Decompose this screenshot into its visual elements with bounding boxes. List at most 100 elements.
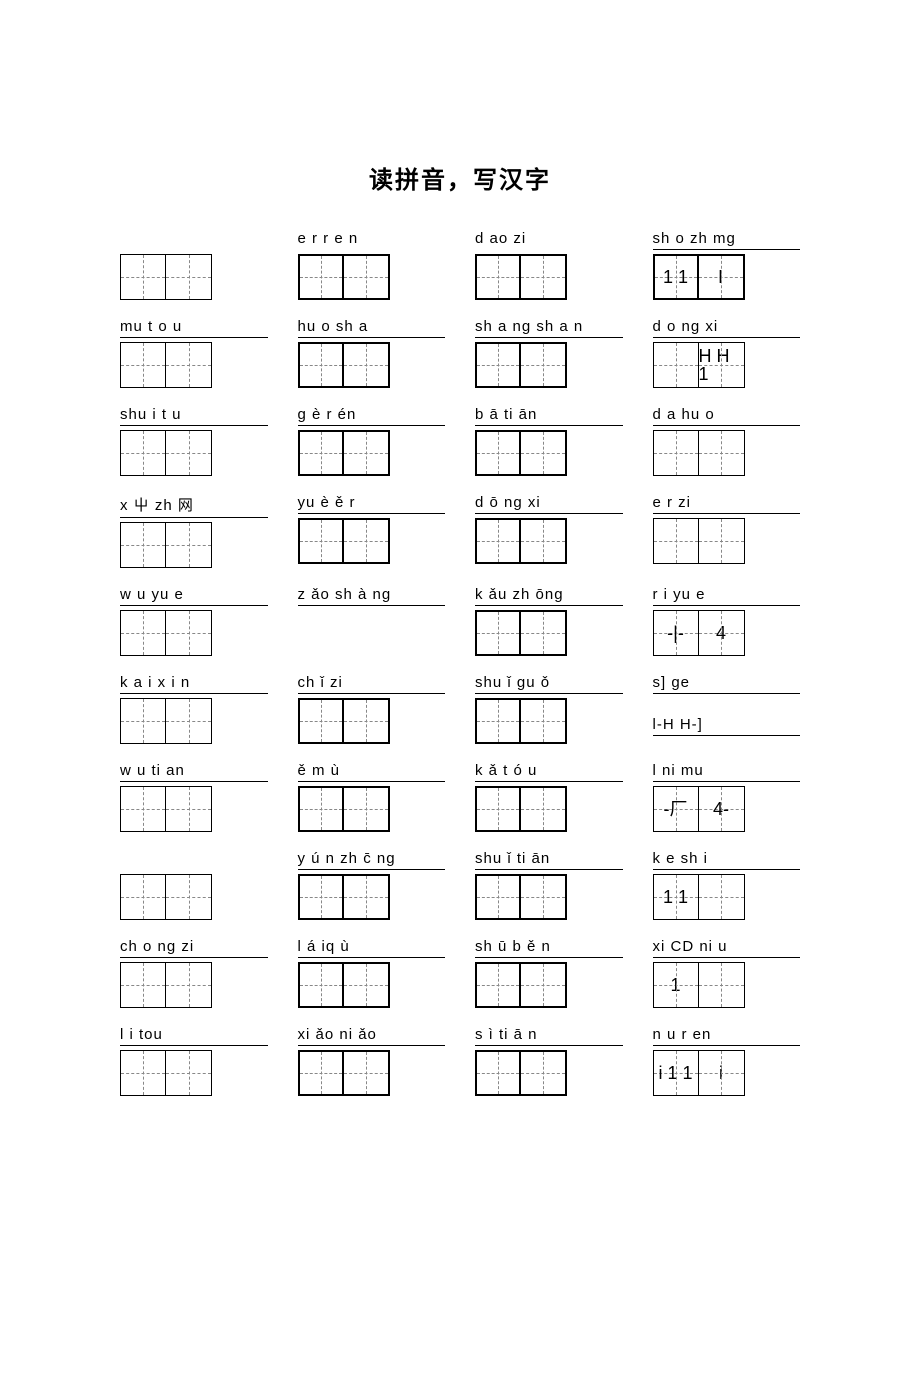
character-box[interactable]: i 1 1: [653, 1050, 699, 1096]
character-box[interactable]: -|-: [653, 610, 699, 656]
character-box[interactable]: -厂: [653, 786, 699, 832]
character-box[interactable]: [699, 430, 745, 476]
character-box[interactable]: [521, 518, 567, 564]
character-box[interactable]: [166, 430, 212, 476]
character-box[interactable]: i: [699, 1050, 745, 1096]
character-box[interactable]: [166, 522, 212, 568]
character-box[interactable]: [475, 698, 521, 744]
character-box[interactable]: [298, 874, 344, 920]
character-box[interactable]: 4-: [699, 786, 745, 832]
character-box[interactable]: [521, 874, 567, 920]
character-box[interactable]: [653, 342, 699, 388]
character-box[interactable]: [344, 698, 390, 744]
character-box[interactable]: [521, 254, 567, 300]
character-boxes: [298, 430, 390, 476]
character-box[interactable]: [521, 962, 567, 1008]
character-box[interactable]: [120, 874, 166, 920]
character-box[interactable]: [298, 518, 344, 564]
character-box[interactable]: [521, 430, 567, 476]
character-box[interactable]: [475, 518, 521, 564]
character-boxes: [120, 962, 212, 1008]
pinyin-cell: l ni mu-厂4-: [653, 762, 801, 832]
character-box[interactable]: [298, 698, 344, 744]
pinyin-label: k a i x i n: [120, 674, 268, 694]
character-box[interactable]: [653, 518, 699, 564]
character-box[interactable]: [344, 430, 390, 476]
character-box[interactable]: [298, 254, 344, 300]
character-box[interactable]: I: [699, 254, 745, 300]
character-box[interactable]: [120, 1050, 166, 1096]
character-box[interactable]: [120, 342, 166, 388]
character-box[interactable]: [344, 1050, 390, 1096]
character-boxes: [120, 874, 212, 920]
character-box[interactable]: [344, 786, 390, 832]
pinyin-label: d ō ng xi: [475, 494, 623, 514]
character-box[interactable]: [298, 786, 344, 832]
character-box[interactable]: [344, 342, 390, 388]
character-box[interactable]: [521, 786, 567, 832]
character-box[interactable]: [120, 698, 166, 744]
character-boxes: 1 1: [653, 874, 745, 920]
character-box[interactable]: [344, 518, 390, 564]
pinyin-label: e r zi: [653, 494, 801, 514]
pinyin-label: e r r e n: [298, 230, 446, 250]
character-boxes: [298, 518, 390, 564]
character-box[interactable]: [120, 522, 166, 568]
character-box[interactable]: [521, 1050, 567, 1096]
character-boxes: [475, 610, 567, 656]
character-box[interactable]: [475, 962, 521, 1008]
pinyin-label: z ǎo sh à ng: [298, 586, 446, 606]
character-boxes: [475, 1050, 567, 1096]
character-box[interactable]: [298, 430, 344, 476]
character-box[interactable]: [120, 254, 166, 300]
character-box[interactable]: [699, 874, 745, 920]
character-box[interactable]: [298, 962, 344, 1008]
character-box[interactable]: [298, 342, 344, 388]
character-box[interactable]: 1 1: [653, 254, 699, 300]
character-box[interactable]: [521, 610, 567, 656]
character-box[interactable]: [166, 786, 212, 832]
character-box[interactable]: [699, 518, 745, 564]
character-box[interactable]: [475, 874, 521, 920]
character-box[interactable]: [166, 698, 212, 744]
pinyin-label: xi ǎo ni ǎo: [298, 1026, 446, 1046]
character-box[interactable]: [166, 254, 212, 300]
box-glyph: 1 1: [654, 875, 698, 919]
character-box[interactable]: [344, 962, 390, 1008]
character-box[interactable]: [120, 430, 166, 476]
character-box[interactable]: [166, 342, 212, 388]
character-box[interactable]: [166, 962, 212, 1008]
character-box[interactable]: 1: [653, 962, 699, 1008]
pinyin-label: hu o sh a: [298, 318, 446, 338]
pinyin-label: g è r én: [298, 406, 446, 426]
character-box[interactable]: [344, 874, 390, 920]
character-box[interactable]: H H 1: [699, 342, 745, 388]
pinyin-cell: [120, 850, 268, 920]
character-box[interactable]: [699, 962, 745, 1008]
character-box[interactable]: [298, 1050, 344, 1096]
character-box[interactable]: [475, 342, 521, 388]
character-box[interactable]: [120, 610, 166, 656]
pinyin-label: [120, 230, 268, 250]
character-boxes: [120, 254, 212, 300]
character-box[interactable]: [344, 254, 390, 300]
character-box[interactable]: [475, 610, 521, 656]
character-boxes: [475, 254, 567, 300]
character-box[interactable]: [475, 430, 521, 476]
character-box[interactable]: 1 1: [653, 874, 699, 920]
pinyin-label: shu ǐ gu ǒ: [475, 674, 623, 694]
character-box[interactable]: [166, 874, 212, 920]
character-box[interactable]: [521, 342, 567, 388]
box-glyph: 4: [699, 611, 744, 655]
character-box[interactable]: [166, 610, 212, 656]
character-box[interactable]: [475, 1050, 521, 1096]
character-box[interactable]: [475, 254, 521, 300]
character-box[interactable]: [653, 430, 699, 476]
character-box[interactable]: [120, 786, 166, 832]
character-box[interactable]: 4: [699, 610, 745, 656]
character-box[interactable]: [166, 1050, 212, 1096]
character-box[interactable]: [475, 786, 521, 832]
character-box[interactable]: [120, 962, 166, 1008]
character-boxes: [298, 1050, 390, 1096]
character-box[interactable]: [521, 698, 567, 744]
